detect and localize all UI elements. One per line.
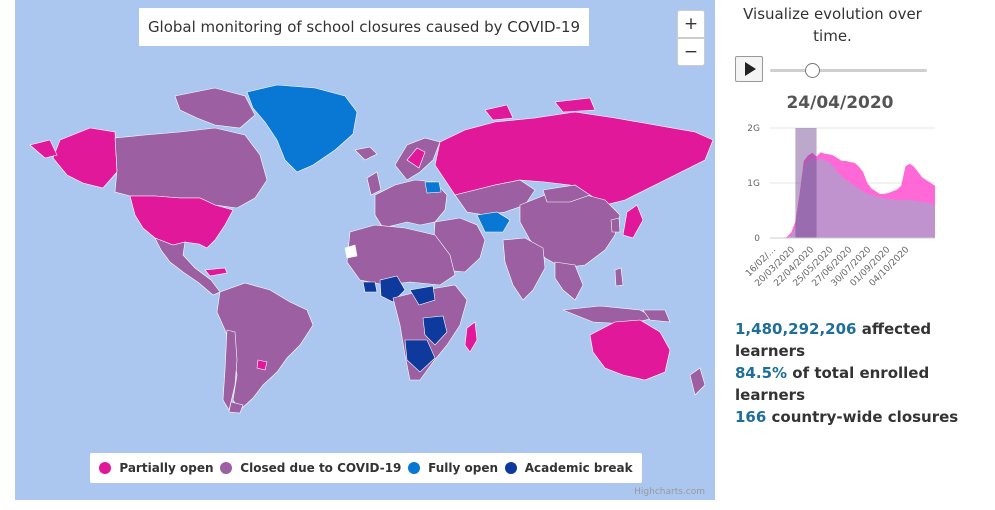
country-kazakhstan[interactable] [454, 179, 536, 216]
country-iceland[interactable] [354, 146, 378, 161]
country-sweden[interactable] [406, 147, 426, 169]
country-korea[interactable] [610, 217, 621, 233]
country-usa[interactable] [129, 195, 234, 249]
legend-label-closed: Closed due to COVID-19 [240, 461, 402, 475]
country-uk[interactable] [366, 171, 382, 196]
country-mexico[interactable] [154, 237, 221, 296]
country-southern-africa[interactable] [404, 339, 436, 373]
series-area-1 [770, 158, 935, 238]
country-png[interactable] [642, 309, 671, 323]
country-argentina-tip[interactable] [228, 401, 244, 414]
legend-label-academic-break: Academic break [524, 461, 633, 475]
timeline-panel: Visualize evolution over time. 24/04/202… [730, 0, 995, 510]
country-uruguay[interactable] [256, 359, 268, 371]
legend-marker-partially-open [99, 462, 112, 474]
country-philippines[interactable] [614, 267, 624, 287]
map-legend: Partially open Closed due to COVID-19 Fu… [90, 453, 642, 483]
stat-affected-label: affected learners [735, 320, 932, 360]
play-icon [745, 62, 756, 76]
country-mongolia[interactable] [542, 184, 591, 203]
map-title: Global monitoring of school closures cau… [139, 8, 589, 46]
stat-affected: 1,480,292,206 affected learners [735, 318, 993, 362]
y-tick-label: 2G [747, 124, 760, 134]
world-map-panel[interactable]: Global monitoring of school closures cau… [15, 0, 715, 500]
learners-area-chart[interactable]: 01G2G16/02/…20/03/202022/04/202025/05/20… [730, 116, 950, 308]
current-date: 24/04/2020 [786, 93, 894, 113]
country-india[interactable] [502, 237, 546, 301]
country-cuba[interactable] [204, 267, 228, 277]
legend-label-partially-open: Partially open [119, 461, 214, 475]
legend-item-partially-open[interactable]: Partially open [99, 461, 214, 475]
country-alaska[interactable] [52, 127, 118, 189]
zoom-in-button[interactable]: + [677, 10, 705, 38]
timeline-slider-handle[interactable] [805, 63, 821, 78]
world-map[interactable] [15, 0, 715, 500]
play-button[interactable] [735, 56, 763, 82]
country-japan[interactable] [622, 204, 644, 239]
stat-closures: 166 country-wide closures [735, 406, 993, 428]
country-greenland[interactable] [246, 84, 358, 173]
legend-item-closed[interactable]: Closed due to COVID-19 [220, 461, 401, 475]
legend-item-academic-break[interactable]: Academic break [504, 461, 633, 475]
country-canada-islands[interactable] [174, 87, 256, 129]
timeline-slider-track[interactable] [770, 69, 927, 72]
credits-link[interactable]: Highcharts.com [634, 487, 705, 497]
y-tick-label: 1G [747, 179, 760, 189]
stat-closures-value: 166 [735, 408, 767, 426]
country-central-asia[interactable] [476, 211, 511, 233]
legend-marker-academic-break [504, 462, 517, 474]
stat-percent: 84.5% of total enrolled learners [735, 362, 993, 406]
stats-summary: 1,480,292,206 affected learners 84.5% of… [735, 318, 993, 428]
y-tick-label: 0 [754, 234, 760, 244]
country-nigeria[interactable] [379, 275, 406, 303]
country-west-sahara[interactable] [344, 244, 358, 259]
stat-affected-value: 1,480,292,206 [735, 320, 857, 338]
country-east-africa[interactable] [422, 315, 448, 346]
legend-marker-closed [220, 462, 233, 474]
country-belarus[interactable] [424, 181, 442, 194]
legend-label-fully-open: Fully open [428, 461, 499, 475]
country-canada[interactable] [114, 127, 268, 209]
country-madagascar[interactable] [464, 321, 478, 353]
country-russia-islands[interactable] [484, 104, 514, 121]
zoom-out-button[interactable]: − [677, 38, 705, 66]
country-australia[interactable] [589, 319, 671, 381]
current-range-band [795, 128, 817, 238]
country-north-africa[interactable] [346, 224, 456, 286]
timeline-caption: Visualize evolution over time. [743, 5, 922, 45]
legend-item-fully-open[interactable]: Fully open [408, 461, 498, 475]
country-west-africa[interactable] [362, 281, 378, 293]
country-new-zealand[interactable] [689, 367, 706, 396]
stat-percent-label: of total enrolled learners [735, 364, 930, 404]
stat-closures-label: country-wide closures [766, 408, 959, 426]
country-drc[interactable] [409, 285, 436, 306]
stat-percent-value: 84.5% [735, 364, 788, 382]
legend-marker-fully-open [408, 462, 421, 474]
country-alaska-tip[interactable] [29, 139, 58, 159]
country-southeast-asia[interactable] [554, 261, 584, 301]
country-russia-north[interactable] [554, 97, 596, 113]
